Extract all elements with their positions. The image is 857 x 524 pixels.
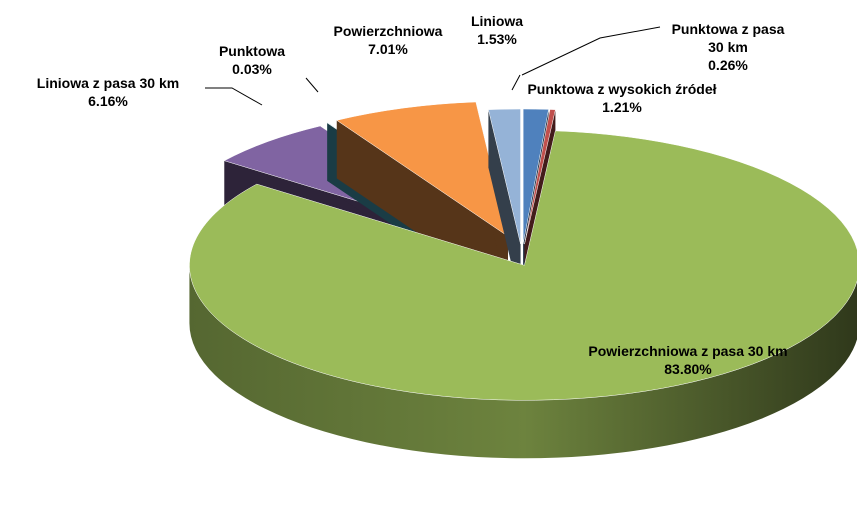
data-label: Punktowa z wysokich źródeł 1.21% [522,80,722,116]
label-value: 1.53% [477,31,517,47]
label-name: Punktowa z pasa 30 km [671,21,785,55]
slice [488,108,521,303]
slice-top [189,130,857,401]
label-value: 0.03% [232,61,272,77]
slice-top [522,108,549,245]
slice-top [336,101,509,237]
label-name: Powierzchniowa [333,23,443,39]
slice-top [524,109,556,245]
label-value: 0.26% [708,57,748,73]
data-label: Punktowa z pasa 30 km 0.26% [668,20,788,74]
slice [189,130,857,459]
label-name: Liniowa z pasa 30 km [36,75,180,91]
slice-wall [189,265,857,459]
label-value: 6.16% [88,93,128,109]
label-name: Powierzchniowa z pasa 30 km [588,343,788,359]
label-name: Punktowa z wysokich źródeł [527,81,717,97]
data-label: Liniowa 1.53% [447,12,547,48]
leader-line [205,87,263,106]
leader-line [521,26,661,76]
data-label: Powierzchniowa 7.01% [308,22,468,58]
label-value: 83.80% [664,361,712,377]
label-name: Liniowa [470,13,524,29]
data-label: Liniowa z pasa 30 km 6.16% [0,74,218,110]
label-name: Punktowa [218,43,286,59]
data-label: Powierzchniowa z pasa 30 km 83.80% [578,342,798,378]
leader-line [511,74,521,91]
slice-top [488,108,521,245]
slice-side [488,109,521,303]
data-label: Punktowa 0.03% [192,42,312,78]
label-value: 7.01% [368,41,408,57]
leader-line [305,77,319,93]
label-value: 1.21% [602,99,642,115]
